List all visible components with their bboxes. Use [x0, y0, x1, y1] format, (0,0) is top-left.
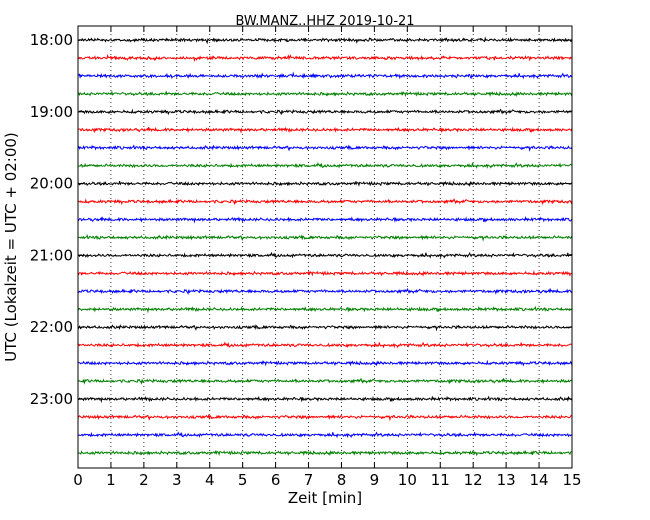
- trace-row-2200: [77, 323, 573, 332]
- x-tick-label-12: 12: [464, 471, 483, 489]
- x-tick-label-13: 13: [497, 471, 516, 489]
- x-axis-label: Zeit [min]: [288, 489, 362, 507]
- trace-row-2215: [77, 341, 573, 349]
- trace-row-2045: [77, 233, 573, 242]
- trace-row-1815: [77, 54, 573, 63]
- x-tick-label-14: 14: [530, 471, 549, 489]
- trace-row-2145: [77, 305, 573, 314]
- y-tick-label-2300: 23:00: [30, 390, 73, 408]
- trace-row-2330: [77, 431, 573, 439]
- trace-row-2130: [77, 287, 573, 295]
- x-tick-label-8: 8: [337, 471, 347, 489]
- trace-row-1915: [77, 126, 573, 134]
- trace-row-1945: [77, 162, 572, 170]
- trace-row-2300: [77, 395, 573, 404]
- grid-lines: [110, 26, 540, 468]
- plot-frame: [77, 25, 573, 469]
- trace-row-2115: [77, 270, 573, 277]
- trace-row-2230: [77, 359, 573, 367]
- x-tick-label-5: 5: [238, 471, 248, 489]
- y-tick-label-1900: 19:00: [30, 103, 73, 121]
- x-tick-label-10: 10: [398, 471, 417, 489]
- trace-row-1930: [77, 144, 573, 153]
- x-tick-label-11: 11: [431, 471, 450, 489]
- x-tick-label-1: 1: [106, 471, 116, 489]
- y-tick-label-1800: 18:00: [30, 31, 73, 49]
- x-tick-label-2: 2: [139, 471, 149, 489]
- trace-row-2015: [77, 198, 573, 206]
- y-axis-label: UTC (Lokalzeit = UTC + 02:00): [2, 132, 20, 362]
- x-axis-ticks: 0 1 2 3 4 5 6 7 8 9 10 11 12 13 14 15: [73, 26, 582, 489]
- trace-row-2030: [77, 215, 573, 224]
- chart-title: BW.MANZ..HHZ 2019-10-21: [235, 14, 414, 29]
- x-tick-label-15: 15: [562, 471, 581, 489]
- trace-row-2100: [77, 251, 573, 259]
- trace-row-2245: [77, 377, 573, 385]
- x-tick-label-4: 4: [205, 471, 215, 489]
- y-axis-ticks: 18:00 19:00 20:00 21:00 22:00 23:00: [30, 31, 572, 408]
- trace-row-1830: [77, 71, 573, 80]
- y-tick-label-2000: 20:00: [30, 175, 73, 193]
- seismogram-traces: [77, 36, 573, 457]
- x-tick-label-3: 3: [172, 471, 182, 489]
- y-tick-label-2100: 21:00: [30, 246, 73, 264]
- trace-row-2345: [77, 449, 572, 457]
- y-tick-label-2200: 22:00: [30, 318, 73, 336]
- trace-row-2315: [77, 413, 573, 422]
- x-tick-label-9: 9: [370, 471, 380, 489]
- trace-row-2000: [77, 180, 573, 187]
- x-tick-label-6: 6: [271, 471, 281, 489]
- trace-row-1800: [77, 36, 573, 45]
- trace-row-1900: [77, 108, 573, 116]
- trace-row-1845: [77, 90, 573, 98]
- x-tick-label-0: 0: [73, 471, 83, 489]
- x-tick-label-7: 7: [304, 471, 314, 489]
